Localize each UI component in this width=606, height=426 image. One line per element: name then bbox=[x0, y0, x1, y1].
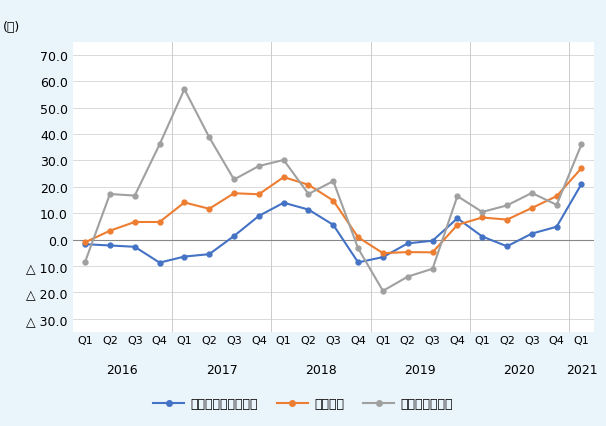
半導体製造機器 bbox=[528, 191, 536, 196]
半導体製造機器 bbox=[131, 193, 138, 199]
電子管・半導体など bbox=[578, 182, 585, 187]
半導体製造機器 bbox=[330, 179, 337, 184]
半導体製造機器 bbox=[355, 246, 362, 251]
Legend: 電子管・半導体など, 集穏回路, 半導体製造機器: 電子管・半導体など, 集穏回路, 半導体製造機器 bbox=[148, 392, 458, 415]
電子管・半導体など bbox=[156, 260, 163, 265]
電子管・半導体など bbox=[280, 201, 287, 206]
半導体製造機器 bbox=[230, 178, 238, 183]
Text: (％): (％) bbox=[3, 21, 20, 34]
Line: 電子管・半導体など: 電子管・半導体など bbox=[82, 182, 584, 265]
電子管・半導体など bbox=[106, 243, 113, 248]
半導体製造機器 bbox=[205, 135, 213, 141]
集穏回路 bbox=[504, 218, 511, 223]
半導体製造機器 bbox=[504, 203, 511, 208]
電子管・半導体など bbox=[181, 254, 188, 259]
集穏回路 bbox=[305, 183, 312, 188]
電子管・半導体など bbox=[404, 241, 411, 246]
半導体製造機器 bbox=[280, 158, 287, 163]
集穏回路 bbox=[528, 206, 536, 211]
Text: 2019: 2019 bbox=[404, 363, 436, 376]
集穏回路 bbox=[106, 229, 113, 234]
電子管・半導体など bbox=[479, 234, 486, 239]
集穏回路 bbox=[131, 220, 138, 225]
電子管・半導体など bbox=[355, 260, 362, 265]
Text: 2020: 2020 bbox=[504, 363, 535, 376]
半導体製造機器 bbox=[479, 210, 486, 215]
電子管・半導体など bbox=[305, 207, 312, 213]
集穏回路 bbox=[156, 220, 163, 225]
電子管・半導体など bbox=[528, 231, 536, 236]
半導体製造機器 bbox=[379, 289, 387, 294]
Text: 2018: 2018 bbox=[305, 363, 337, 376]
Text: 2021: 2021 bbox=[565, 363, 598, 376]
半導体製造機器 bbox=[404, 274, 411, 279]
半導体製造機器 bbox=[156, 142, 163, 147]
電子管・半導体など bbox=[205, 252, 213, 257]
集穏回路 bbox=[181, 200, 188, 205]
電子管・半導体など bbox=[81, 242, 88, 247]
電子管・半導体など bbox=[255, 214, 262, 219]
集穏回路 bbox=[578, 166, 585, 171]
Line: 集穏回路: 集穏回路 bbox=[82, 166, 584, 256]
集穏回路 bbox=[230, 191, 238, 196]
集穏回路 bbox=[429, 250, 436, 255]
集穏回路 bbox=[454, 223, 461, 228]
集穏回路 bbox=[255, 192, 262, 197]
電子管・半導体など bbox=[330, 223, 337, 228]
半導体製造機器 bbox=[305, 192, 312, 197]
集穏回路 bbox=[379, 251, 387, 256]
Line: 半導体製造機器: 半導体製造機器 bbox=[82, 88, 584, 294]
集穏回路 bbox=[479, 216, 486, 221]
半導体製造機器 bbox=[553, 203, 561, 208]
電子管・半導体など bbox=[230, 234, 238, 239]
半導体製造機器 bbox=[429, 267, 436, 272]
集穏回路 bbox=[205, 207, 213, 212]
電子管・半導体など bbox=[131, 245, 138, 250]
半導体製造機器 bbox=[106, 192, 113, 197]
電子管・半導体など bbox=[429, 239, 436, 244]
電子管・半導体など bbox=[553, 225, 561, 230]
電子管・半導体など bbox=[379, 255, 387, 260]
集穏回路 bbox=[280, 175, 287, 180]
電子管・半導体など bbox=[504, 244, 511, 249]
集穏回路 bbox=[404, 250, 411, 255]
Text: 2017: 2017 bbox=[206, 363, 238, 376]
集穏回路 bbox=[553, 194, 561, 199]
電子管・半導体など bbox=[454, 216, 461, 222]
半導体製造機器 bbox=[578, 142, 585, 147]
集穏回路 bbox=[330, 199, 337, 204]
Text: 2016: 2016 bbox=[107, 363, 138, 376]
半導体製造機器 bbox=[181, 87, 188, 92]
半導体製造機器 bbox=[255, 164, 262, 169]
半導体製造機器 bbox=[81, 260, 88, 265]
集穏回路 bbox=[355, 235, 362, 240]
集穏回路 bbox=[81, 240, 88, 245]
半導体製造機器 bbox=[454, 194, 461, 199]
